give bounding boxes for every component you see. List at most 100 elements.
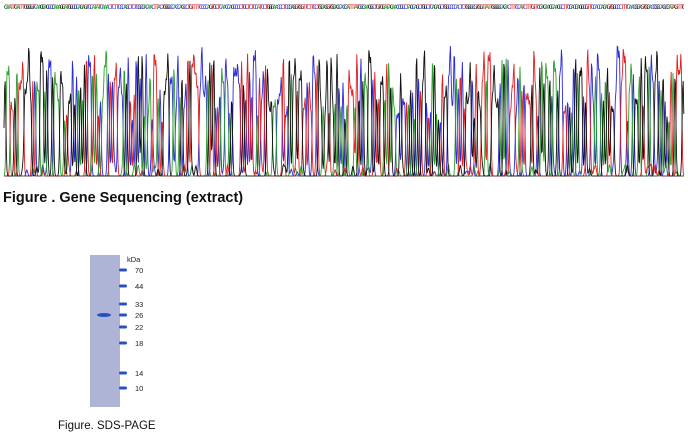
base-letter: A	[354, 3, 358, 11]
base-letter: G	[40, 3, 44, 11]
base-letter: T	[22, 3, 26, 11]
base-letter: C	[372, 3, 376, 11]
base-letter: T	[133, 3, 137, 11]
base-letter: T	[259, 3, 263, 11]
base-letter: A	[408, 3, 412, 11]
base-letter: T	[676, 3, 680, 11]
base-letter: A	[223, 3, 227, 11]
base-letter: G	[320, 3, 324, 11]
base-letter: C	[652, 3, 656, 11]
marker-band	[119, 302, 127, 306]
base-letter: C	[151, 3, 155, 11]
base-letter: G	[368, 3, 372, 11]
base-letter: A	[322, 3, 326, 11]
base-letter: T	[66, 3, 70, 11]
base-letter: A	[392, 3, 396, 11]
base-letter: C	[499, 3, 503, 11]
base-letter: G	[28, 3, 32, 11]
base-letter: T	[483, 3, 487, 11]
marker-label: 70	[135, 266, 143, 275]
base-letter: G	[382, 3, 386, 11]
base-letter: A	[221, 3, 225, 11]
base-letter: C	[664, 3, 668, 11]
base-letter: C	[426, 3, 430, 11]
base-letter: C	[396, 3, 400, 11]
base-letter: A	[36, 3, 40, 11]
base-letter: G	[543, 3, 547, 11]
base-letter: C	[626, 3, 630, 11]
base-letter: T	[642, 3, 646, 11]
base-letter: G	[479, 3, 483, 11]
base-letter: T	[211, 3, 215, 11]
base-letter: C	[461, 3, 465, 11]
base-letter: G	[410, 3, 414, 11]
base-letter: C	[169, 3, 173, 11]
base-letter: T	[525, 3, 529, 11]
base-letter: A	[628, 3, 632, 11]
base-letter: G	[270, 3, 274, 11]
base-letter: A	[147, 3, 151, 11]
base-letter: G	[585, 3, 589, 11]
base-letter: C	[280, 3, 284, 11]
gene-sequencing-caption: Figure . Gene Sequencing (extract)	[3, 190, 244, 206]
base-letter: T	[529, 3, 533, 11]
base-letter: T	[521, 3, 525, 11]
base-letter: C	[50, 3, 54, 11]
base-letter: T	[487, 3, 491, 11]
base-letter: G	[531, 3, 535, 11]
base-letter: A	[384, 3, 388, 11]
marker-label: 14	[135, 369, 143, 378]
base-letter: C	[72, 3, 76, 11]
sequencing-chromatogram	[3, 45, 685, 177]
base-letter: T	[620, 3, 624, 11]
base-letter: T	[328, 3, 332, 11]
base-letter: G	[344, 3, 348, 11]
base-letter: A	[485, 3, 489, 11]
base-letter: C	[177, 3, 181, 11]
base-letter: G	[336, 3, 340, 11]
marker-label: 33	[135, 300, 143, 309]
base-letter: C	[451, 3, 455, 11]
base-letter: C	[561, 3, 565, 11]
sds-page-gel: kDa 70 44 33 26 22 18 14 10	[90, 255, 143, 407]
sequence-letter-row: GAATTGATTTGGGGTCAAGGAGCCGAAAGGATGGCGCAGA…	[4, 3, 684, 11]
base-letter: A	[414, 3, 418, 11]
base-letter: G	[30, 3, 34, 11]
base-letter: T	[18, 3, 22, 11]
base-letter: G	[231, 3, 235, 11]
base-letter: C	[107, 3, 111, 11]
base-letter: T	[129, 3, 133, 11]
base-letter: C	[159, 3, 163, 11]
base-letter: G	[443, 3, 447, 11]
base-letter: G	[656, 3, 660, 11]
base-letter: G	[209, 3, 213, 11]
base-letter: G	[575, 3, 579, 11]
base-letter: G	[646, 3, 650, 11]
base-letter: T	[197, 3, 201, 11]
base-letter: C	[398, 3, 402, 11]
base-letter: G	[606, 3, 610, 11]
base-letter: T	[193, 3, 197, 11]
base-letter: G	[332, 3, 336, 11]
base-letter: T	[670, 3, 674, 11]
base-letter: G	[362, 3, 366, 11]
base-letter: A	[173, 3, 177, 11]
base-letter: T	[527, 3, 531, 11]
base-letter: T	[386, 3, 390, 11]
base-letter: A	[16, 3, 20, 11]
base-letter: G	[4, 3, 8, 11]
marker-band	[119, 325, 127, 329]
base-letter: G	[370, 3, 374, 11]
base-letter: C	[34, 3, 38, 11]
base-letter: G	[60, 3, 64, 11]
base-letter: C	[227, 3, 231, 11]
base-letter: C	[139, 3, 143, 11]
base-letter: T	[247, 3, 251, 11]
base-letter: T	[589, 3, 593, 11]
base-letter: C	[360, 3, 364, 11]
base-letter: C	[306, 3, 310, 11]
marker-band	[119, 284, 127, 288]
base-letter: G	[654, 3, 658, 11]
base-letter: A	[101, 3, 105, 11]
base-letter: A	[157, 3, 161, 11]
